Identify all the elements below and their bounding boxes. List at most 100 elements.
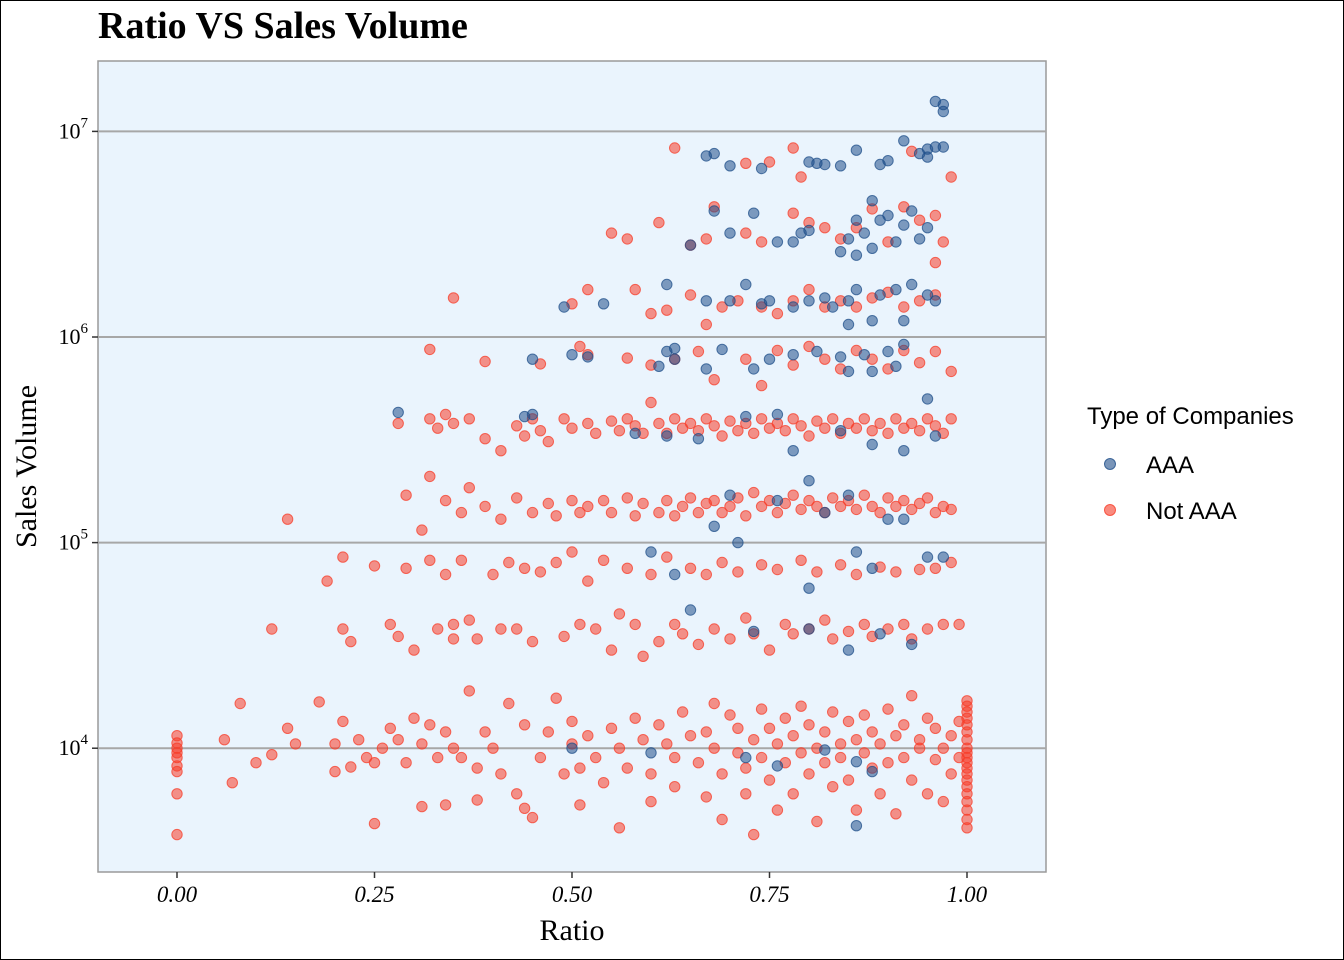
data-point — [755, 379, 768, 392]
data-point — [755, 751, 768, 764]
data-point — [890, 283, 902, 296]
data-point — [850, 144, 863, 156]
data-point — [819, 506, 831, 519]
data-point — [850, 568, 863, 581]
data-point — [416, 800, 428, 813]
data-point — [447, 633, 460, 645]
data-point — [937, 551, 949, 563]
data-point — [447, 618, 460, 631]
data-point — [882, 513, 894, 525]
data-point — [605, 415, 618, 427]
data-point — [582, 500, 594, 513]
data-point — [455, 751, 468, 764]
data-point — [700, 363, 712, 375]
data-point — [740, 410, 752, 423]
data-point — [511, 420, 523, 432]
data-point — [692, 433, 705, 445]
legend-items: AAA Not AAA — [1104, 452, 1237, 525]
legend-marker — [1104, 458, 1116, 470]
data-point — [771, 804, 784, 816]
data-point — [724, 633, 736, 645]
data-point — [890, 236, 902, 248]
data-point — [669, 781, 681, 793]
x-tick-label: 0.25 — [354, 882, 394, 907]
data-point — [842, 625, 855, 638]
data-point — [929, 506, 942, 519]
data-point — [424, 719, 436, 731]
data-point — [708, 494, 720, 507]
data-point — [811, 157, 823, 170]
data-point — [360, 751, 373, 764]
data-point — [542, 497, 554, 510]
y-tick-label: 104 — [59, 732, 89, 760]
data-point — [550, 510, 562, 522]
data-point — [684, 562, 697, 574]
data-point — [787, 413, 799, 425]
data-point — [906, 278, 918, 291]
data-point — [542, 726, 554, 738]
data-point — [424, 554, 436, 566]
data-point — [582, 730, 594, 742]
data-point — [669, 568, 681, 581]
data-point — [803, 430, 815, 442]
legend-title: Type of Companies — [1087, 403, 1294, 430]
data-point — [669, 413, 681, 425]
data-point — [771, 236, 784, 248]
data-point — [787, 142, 799, 154]
data-point — [321, 575, 333, 587]
data-point — [819, 744, 831, 756]
data-point — [929, 562, 942, 574]
data-point — [755, 298, 768, 310]
data-point — [708, 697, 720, 710]
data-point — [890, 500, 902, 513]
data-point — [597, 494, 610, 507]
data-point — [708, 623, 720, 635]
data-point — [424, 413, 436, 425]
data-point — [582, 575, 594, 587]
data-point — [906, 417, 918, 430]
data-point — [376, 742, 389, 754]
data-point — [495, 513, 507, 525]
data-point — [621, 562, 633, 574]
data-point — [787, 236, 799, 248]
data-point — [526, 506, 539, 519]
data-point — [850, 546, 863, 558]
data-point — [700, 413, 712, 425]
data-point — [408, 712, 420, 724]
data-point — [740, 510, 752, 522]
data-point — [898, 135, 910, 147]
data-point — [945, 730, 957, 742]
data-point — [787, 359, 799, 371]
data-point — [700, 233, 712, 245]
data-point — [787, 788, 799, 800]
data-point — [882, 209, 894, 222]
data-point — [708, 205, 720, 217]
data-point — [921, 712, 934, 724]
data-point — [653, 506, 665, 519]
data-point — [416, 524, 428, 536]
data-point — [921, 289, 934, 301]
data-point — [842, 774, 855, 786]
data-point — [898, 315, 910, 327]
data-point — [582, 283, 594, 296]
data-point — [819, 292, 831, 304]
data-point — [471, 633, 483, 645]
data-point — [629, 712, 641, 724]
data-point — [724, 295, 736, 307]
data-point — [755, 703, 768, 715]
data-point — [858, 709, 870, 721]
legend-marker — [1104, 504, 1116, 516]
data-point — [842, 644, 855, 656]
data-point — [645, 795, 657, 808]
data-point — [692, 638, 705, 651]
data-point — [495, 623, 507, 635]
data-point — [921, 413, 934, 425]
data-point — [447, 417, 460, 430]
data-point — [621, 492, 633, 504]
data-point — [661, 278, 673, 291]
data-point — [779, 712, 791, 724]
data-point — [921, 551, 934, 563]
data-point — [692, 506, 705, 519]
data-point — [329, 738, 341, 750]
data-point — [795, 747, 807, 759]
